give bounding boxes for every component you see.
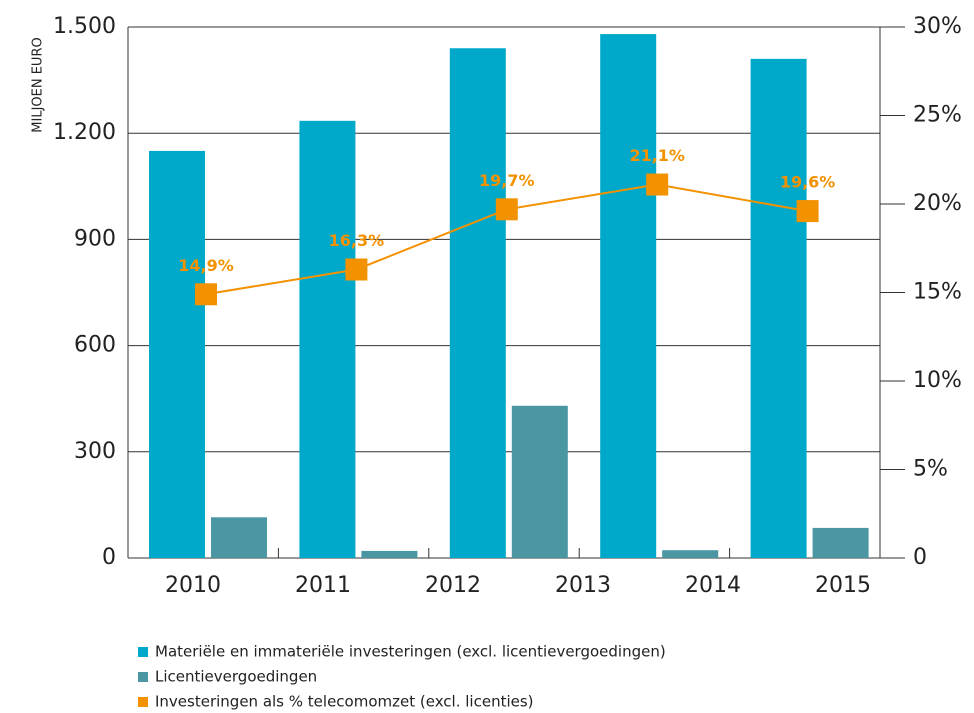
bar	[299, 120, 356, 558]
data-label: 21,1%	[629, 146, 685, 165]
y2-tick-label: 10%	[913, 368, 962, 393]
marker	[646, 173, 669, 196]
bar	[211, 517, 267, 558]
legend-swatch	[138, 697, 148, 707]
y2-tick-label: 0	[913, 545, 927, 570]
y2-tick-label: 15%	[913, 280, 962, 305]
marker	[345, 258, 368, 281]
y-tick-label: 1.200	[53, 120, 116, 145]
bar	[149, 150, 205, 558]
x-tick-label: 2011	[295, 573, 351, 598]
legend-swatch	[138, 672, 148, 682]
data-label: 19,6%	[780, 173, 836, 192]
x-tick-label: 2014	[685, 573, 741, 598]
bar	[600, 34, 657, 558]
x-tick-label: 2010	[165, 573, 221, 598]
legend-label: Investeringen als % telecomomzet (excl. …	[155, 693, 534, 711]
bar	[511, 405, 568, 558]
legend-label: Licentievergoedingen	[155, 668, 317, 686]
y-tick-label: 1.500	[53, 14, 116, 39]
marker	[796, 200, 819, 223]
y2-tick-label: 20%	[913, 191, 962, 216]
data-label: 19,7%	[479, 171, 535, 190]
data-label: 14,9%	[178, 256, 234, 275]
y2-tick-label: 30%	[913, 14, 962, 39]
y-tick-label: 900	[74, 226, 116, 251]
bar	[662, 550, 719, 558]
x-tick-label: 2015	[815, 573, 871, 598]
marker	[195, 283, 217, 306]
bar	[812, 527, 869, 558]
bar	[361, 550, 418, 558]
y-axis-label: MILJOEN EURO	[31, 37, 46, 132]
bar	[449, 48, 506, 559]
marker	[495, 198, 518, 221]
y-tick-label: 0	[102, 545, 116, 570]
legend-label: Materiële en immateriële investeringen (…	[155, 643, 666, 661]
y2-tick-label: 25%	[913, 103, 962, 128]
legend-swatch	[138, 647, 148, 657]
y-tick-label: 300	[74, 439, 116, 464]
y-tick-label: 600	[74, 333, 116, 358]
bar	[750, 58, 807, 559]
y2-tick-label: 5%	[913, 457, 948, 482]
x-tick-label: 2012	[425, 573, 481, 598]
data-label: 16,3%	[329, 231, 385, 250]
x-tick-label: 2013	[555, 573, 611, 598]
